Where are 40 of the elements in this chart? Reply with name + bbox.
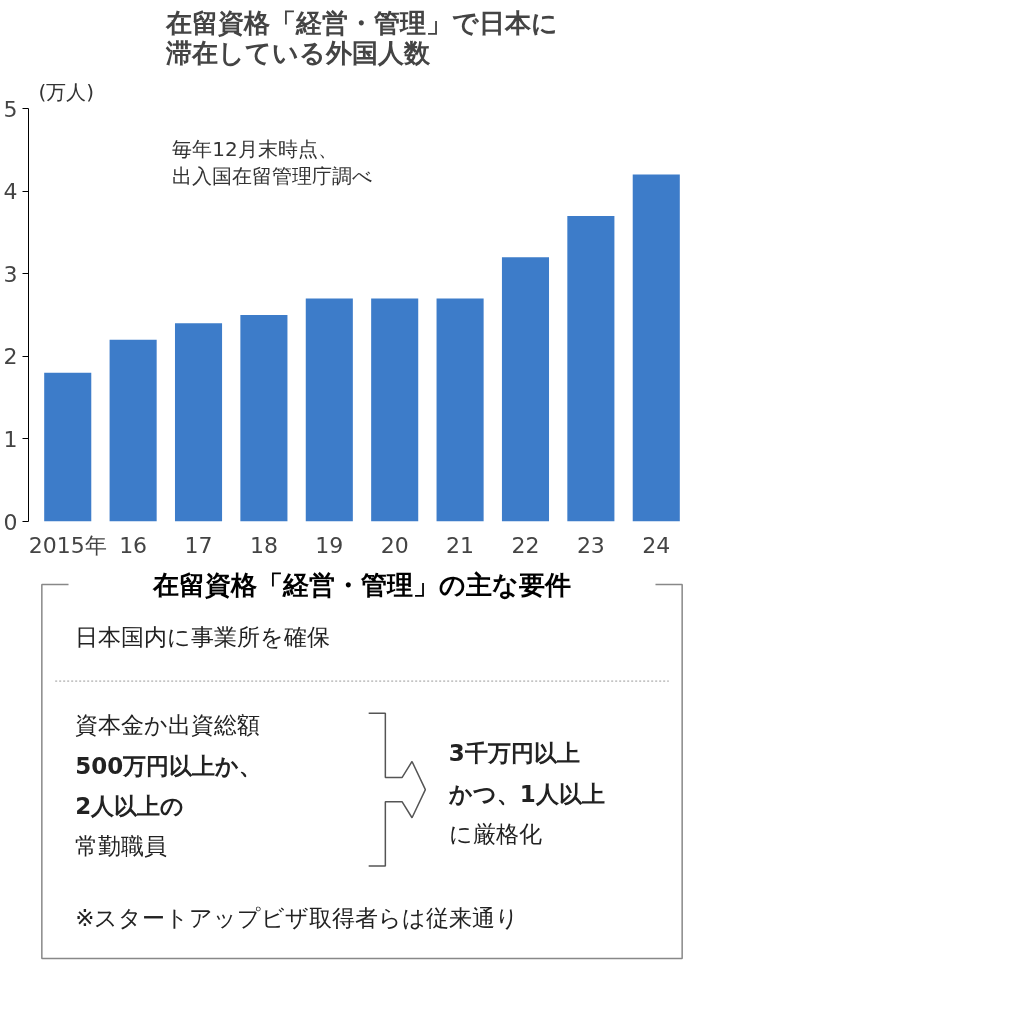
text: 2人以上の: [75, 792, 185, 819]
bar: [632, 174, 680, 522]
text: 常勤職員: [75, 832, 168, 859]
x-tick-label: 22: [511, 532, 540, 558]
bar: [567, 215, 615, 522]
text: 3千万円以上: [448, 740, 580, 767]
text: 日本国内に事業所を確保: [75, 623, 331, 650]
annotation: 毎年12月末時点、: [172, 137, 338, 162]
bar: [305, 298, 353, 522]
text: に厳格化: [448, 820, 542, 847]
y-tick-label: 4: [3, 179, 18, 205]
y-tick-label: 1: [3, 426, 18, 452]
bar: [174, 323, 223, 522]
text: ※スタートアップビザ取得者らは従来通り: [75, 905, 520, 932]
text: 500万円以上か、: [75, 752, 263, 779]
x-tick-label: 23: [576, 532, 605, 558]
annotation: 出入国在留管理庁調べ: [172, 164, 373, 189]
y-tick-label: 0: [3, 509, 18, 535]
text: 在留資格「経営・管理」の主な要件: [152, 569, 571, 600]
x-tick-label: 16: [119, 532, 148, 558]
x-tick-label: 2015年: [28, 532, 107, 558]
bar: [371, 298, 419, 522]
x-tick-label: 17: [184, 532, 213, 558]
chart-title: 在留資格「経営・管理」で日本に滞在している外国人数: [165, 7, 558, 68]
text: 資本金か出資総額: [75, 712, 261, 739]
bar: [109, 339, 157, 522]
y-axis-title: (万人): [38, 79, 95, 104]
y-tick-label: 3: [3, 261, 18, 287]
bar: [501, 257, 550, 522]
y-tick-label: 2: [3, 344, 18, 370]
x-tick-label: 24: [642, 532, 671, 558]
x-tick-label: 19: [315, 532, 344, 558]
x-tick-label: 18: [249, 532, 278, 558]
bar: [436, 298, 484, 522]
bar: [240, 315, 288, 522]
x-tick-label: 21: [446, 532, 475, 558]
y-tick-label: 5: [3, 96, 18, 122]
x-tick-label: 20: [380, 532, 409, 558]
text: かつ、1人以上: [447, 780, 605, 807]
bar: [44, 372, 92, 522]
